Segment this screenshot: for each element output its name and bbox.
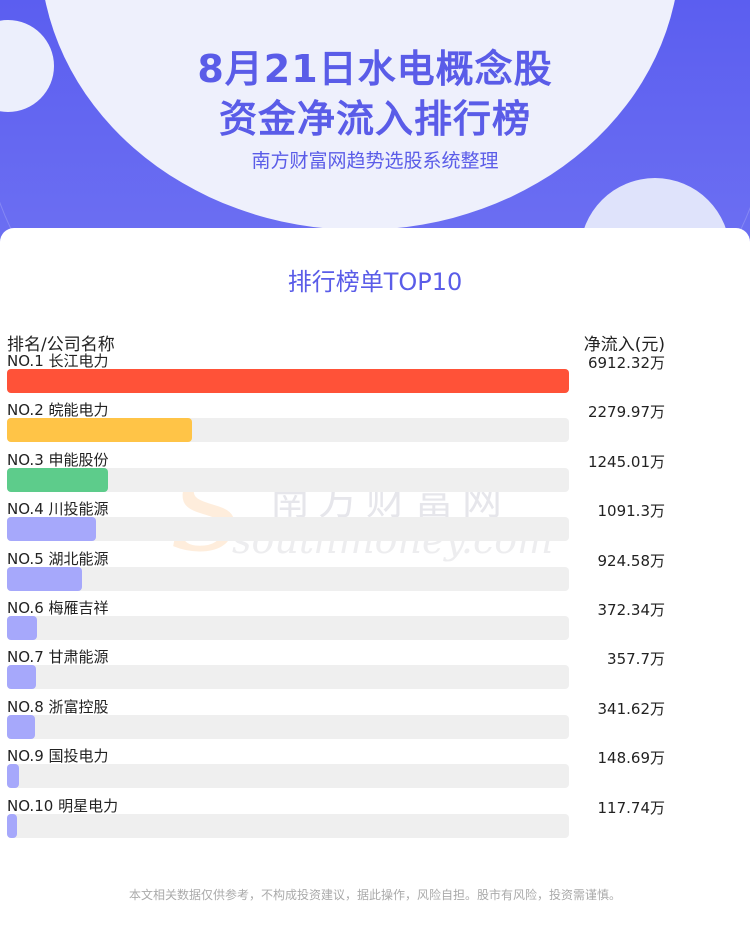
bar-fill <box>7 714 35 739</box>
card-title: 排行榜单TOP10 <box>287 268 463 296</box>
net-inflow-value: 117.74万 <box>597 798 666 817</box>
rank-label: NO.8 <box>7 697 44 716</box>
bar-fill <box>7 418 192 443</box>
bar-track <box>7 813 569 838</box>
page-subtitle: 南方财富网趋势选股系统整理 <box>251 150 499 172</box>
company-name: 梅雁吉祥 <box>48 599 109 617</box>
company-name: 长江电力 <box>48 352 109 370</box>
rank-label: NO.7 <box>7 648 44 667</box>
net-inflow-value: 372.34万 <box>597 601 666 619</box>
bar-track <box>7 566 569 591</box>
company-name: 甘肃能源 <box>48 648 109 667</box>
net-inflow-value: 1245.01万 <box>587 452 665 471</box>
bar-track <box>7 764 569 789</box>
ranking-row: NO.8 浙富控股 341.62万 <box>0 696 750 746</box>
bar-fill <box>7 764 19 789</box>
net-inflow-value: 341.62万 <box>597 699 666 718</box>
company-name: 皖能电力 <box>48 401 109 420</box>
bar-fill <box>7 566 82 591</box>
bar-fill <box>7 616 37 640</box>
ranking-row: NO.3 申能股份 1245.01万 <box>0 449 750 499</box>
rank-label: NO.10 <box>7 796 54 815</box>
bar-fill <box>7 467 108 492</box>
ranking-row: NO.7 甘肃能源 357.7万 <box>0 646 750 696</box>
bar-fill <box>7 517 96 542</box>
rank-label: NO.6 <box>7 599 44 617</box>
bar-fill <box>7 369 569 393</box>
rank-name-label: NO.9 国投电力 <box>7 745 109 766</box>
rank-name-label: NO.2 皖能电力 <box>7 399 109 420</box>
rank-name-label: NO.6 梅雁吉祥 <box>7 597 109 618</box>
bar-track <box>7 714 569 739</box>
net-inflow-value: 2279.97万 <box>587 403 665 422</box>
ranking-row: NO.5 湖北能源 924.58万 <box>0 548 750 598</box>
page-title-line1: 8月21日水电概念股 <box>197 47 553 91</box>
ranking-row: NO.2 皖能电力 2279.97万 <box>0 399 750 449</box>
header-banner <box>0 0 750 260</box>
rank-label: NO.4 <box>7 500 44 519</box>
bar-track <box>7 616 569 640</box>
ranking-row: NO.9 国投电力 148.69万 <box>0 745 750 795</box>
net-inflow-value: 357.7万 <box>607 650 665 669</box>
company-name: 湖北能源 <box>48 549 109 568</box>
page-title-line2: 资金净流入排行榜 <box>218 97 531 141</box>
bar-track <box>7 517 569 542</box>
rank-name-label: NO.10 明星电力 <box>7 795 118 816</box>
ranking-row: NO.1 长江电力 6912.32万 <box>0 350 750 400</box>
company-name: 浙富控股 <box>48 697 109 716</box>
rank-name-label: NO.5 湖北能源 <box>7 548 109 569</box>
rank-label: NO.2 <box>7 401 44 420</box>
net-inflow-value: 148.69万 <box>597 749 666 768</box>
bar-track <box>7 369 569 393</box>
rank-label: NO.3 <box>7 450 44 469</box>
bar-track <box>7 418 569 443</box>
rank-label: NO.1 <box>7 352 44 370</box>
net-inflow-value: 924.58万 <box>597 551 666 570</box>
company-name: 申能股份 <box>48 450 109 469</box>
company-name: 国投电力 <box>48 747 109 766</box>
bar-fill <box>7 665 36 690</box>
net-inflow-value: 1091.3万 <box>597 502 666 521</box>
ranking-row: NO.4 川投能源 1091.3万 <box>0 498 750 548</box>
rank-name-label: NO.7 甘肃能源 <box>7 646 109 667</box>
column-header-net-inflow: 净流入(元) <box>583 335 665 355</box>
rank-label: NO.5 <box>7 549 44 568</box>
disclaimer-footer: 本文相关数据仅供参考，不构成投资建议，据此操作，风险自担。股市有风险，投资需谨慎… <box>128 888 621 902</box>
company-name: 明星电力 <box>58 796 119 815</box>
rank-name-label: NO.4 川投能源 <box>7 498 109 519</box>
rank-name-label: NO.1 长江电力 <box>7 350 109 371</box>
ranking-row: NO.10 明星电力 117.74万 <box>0 795 750 845</box>
column-header-rank-name: 排名/公司名称 <box>7 335 115 355</box>
bar-track <box>7 467 569 492</box>
rank-name-label: NO.3 申能股份 <box>7 449 109 470</box>
ranking-row: NO.6 梅雁吉祥 372.34万 <box>0 597 750 647</box>
bar-track <box>7 665 569 690</box>
company-name: 川投能源 <box>48 500 109 519</box>
net-inflow-value: 6912.32万 <box>587 354 665 372</box>
rank-label: NO.9 <box>7 747 44 766</box>
bar-fill <box>7 813 17 838</box>
rank-name-label: NO.8 浙富控股 <box>7 696 109 717</box>
